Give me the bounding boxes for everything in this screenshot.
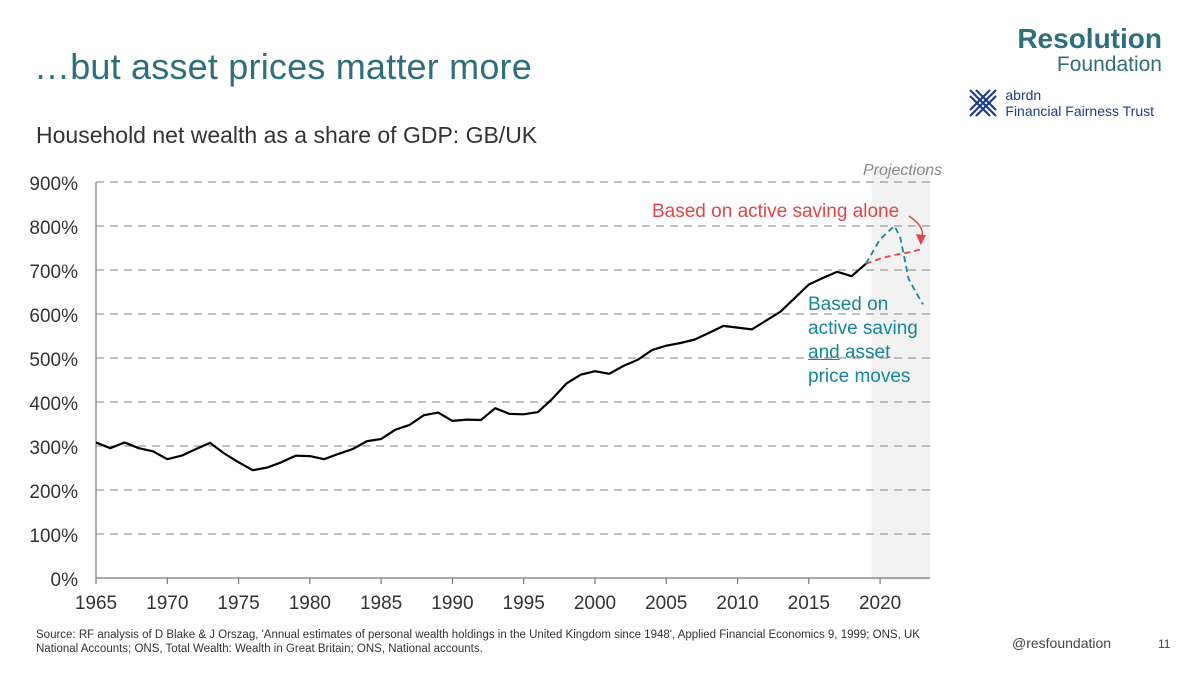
- asset-annotation-line-3: and asset: [808, 341, 918, 365]
- x-tick-label: 1990: [431, 593, 473, 614]
- x-tick-label: 1975: [217, 593, 259, 614]
- x-tick-label: 2015: [788, 593, 830, 614]
- series-historical-line: [95, 262, 867, 472]
- slide-title: …but asset prices matter more: [34, 46, 532, 87]
- y-tick-label: 600%: [29, 306, 78, 327]
- partner-logo: abrdn Financial Fairness Trust: [967, 87, 1154, 119]
- projections-label: Projections: [863, 162, 943, 179]
- twitter-handle: @resfoundation: [1012, 635, 1112, 651]
- x-tick-label: 1965: [75, 593, 117, 614]
- annotation-arrowhead: [915, 234, 926, 246]
- x-tick-label: 1985: [360, 593, 402, 614]
- resolution-foundation-logo: Resolution Foundation: [1017, 24, 1162, 76]
- y-tick-label: 400%: [29, 394, 78, 415]
- x-tick-label: 1980: [289, 593, 331, 614]
- asset-price-annotation: Based on active saving and asset price m…: [808, 293, 918, 389]
- partner-line-1: abrdn: [1005, 87, 1042, 103]
- x-tick-label: 1995: [503, 593, 545, 614]
- series-asset-price-line: [865, 225, 924, 305]
- series-active-saving-line: [865, 248, 924, 265]
- active-saving-annotation: Based on active saving alone: [652, 201, 900, 222]
- x-tick-label: 1970: [146, 593, 188, 614]
- x-tick-label: 2020: [859, 593, 901, 614]
- y-tick-label: 100%: [29, 526, 78, 547]
- partner-line-2: Financial Fairness Trust: [1005, 103, 1154, 119]
- y-tick-label: 500%: [29, 350, 78, 371]
- asset-annotation-line-2: active saving: [808, 318, 918, 339]
- x-tick-label: 2010: [716, 593, 758, 614]
- y-tick-label: 200%: [29, 482, 78, 503]
- y-tick-label: 900%: [29, 174, 78, 195]
- x-tick-label: 2000: [574, 593, 616, 614]
- logo-line-1: Resolution: [1017, 23, 1162, 54]
- asset-annotation-and: and: [808, 342, 840, 363]
- y-tick-label: 300%: [29, 438, 78, 459]
- y-tick-label: 0%: [51, 570, 79, 591]
- asset-annotation-line-1: Based on: [808, 294, 889, 315]
- asset-annotation-line-4: price moves: [808, 366, 911, 387]
- x-tick-label: 2005: [645, 593, 687, 614]
- y-tick-label: 700%: [29, 262, 78, 283]
- chart-title: Household net wealth as a share of GDP: …: [36, 122, 538, 148]
- partner-mark-icon: [969, 89, 998, 117]
- source-note: Source: RF analysis of D Blake & J Orsza…: [36, 629, 920, 655]
- asset-annotation-asset: asset: [839, 342, 891, 363]
- page-number: 11: [1158, 637, 1171, 651]
- logo-line-2: Foundation: [1056, 53, 1162, 76]
- y-tick-label: 800%: [29, 218, 78, 239]
